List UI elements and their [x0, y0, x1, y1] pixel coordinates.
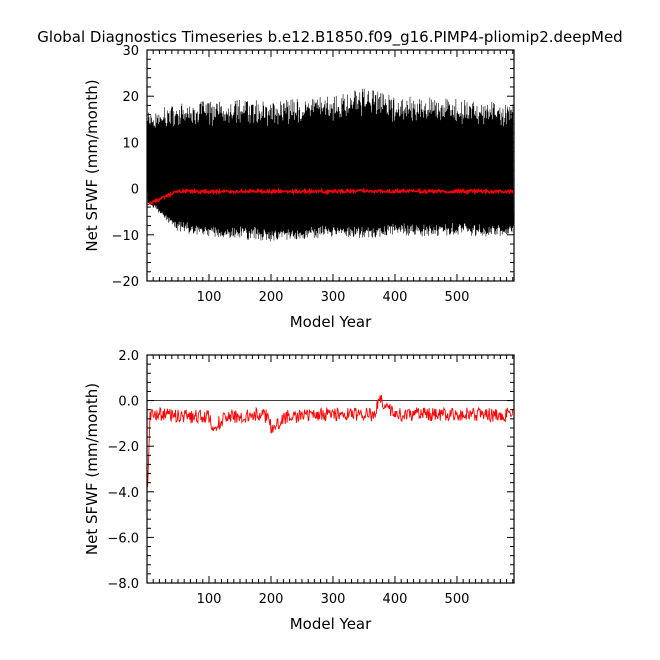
- plot-frame: [146, 49, 515, 282]
- y-tick-label: −6.0: [107, 531, 139, 546]
- plot-frame: [146, 354, 515, 584]
- x-tick-label: 400: [383, 290, 408, 305]
- y-tick-label: 30: [122, 44, 139, 59]
- panel-bottom: 100 200 300 400 500 −8.0 −6.0 −4.0 −2.0 0.0 2.0 Mod…: [83, 349, 515, 633]
- figure-title: Global Diagnostics Timeseries b.e12.B185…: [37, 28, 622, 47]
- y-tick-label: 0.0: [118, 395, 139, 410]
- x-tick-label: 300: [321, 592, 346, 607]
- x-tick-label: 400: [383, 592, 408, 607]
- y-tick-label: −10: [112, 229, 139, 244]
- y-tick-label: 2.0: [118, 349, 139, 364]
- y-tick-label: −2.0: [107, 440, 139, 455]
- series-annual-mean-line: [147, 395, 514, 488]
- x-tick-label: 200: [259, 592, 284, 607]
- y-tick-label: −8.0: [107, 577, 139, 592]
- x-axis-label: Model Year: [290, 615, 372, 633]
- series-annual-mean-line: [147, 187, 514, 206]
- x-tick-label: 500: [445, 592, 470, 607]
- y-tick-label: 10: [122, 136, 139, 151]
- y-tick-label: −20: [112, 275, 139, 290]
- panel-top: 100 200 300 400 500 −20 −10 0 10 20 30 Model Year Ne…: [83, 44, 515, 331]
- x-tick-label: 200: [259, 290, 284, 305]
- y-tick-label: 20: [122, 90, 139, 105]
- x-tick-label: 300: [321, 290, 346, 305]
- x-tick-label: 500: [445, 290, 470, 305]
- y-axis-label: Net SFWF (mm/month): [83, 79, 101, 251]
- y-axis-label: Net SFWF (mm/month): [83, 383, 101, 555]
- x-axis-label: Model Year: [290, 313, 372, 331]
- series-monthly-line: [147, 88, 514, 242]
- x-tick-label: 100: [197, 290, 222, 305]
- x-tick-label: 100: [197, 592, 222, 607]
- y-tick-label: −4.0: [107, 486, 139, 501]
- plot-area: [147, 88, 514, 242]
- y-tick-label: 0: [131, 183, 139, 198]
- plot-area: [147, 395, 514, 488]
